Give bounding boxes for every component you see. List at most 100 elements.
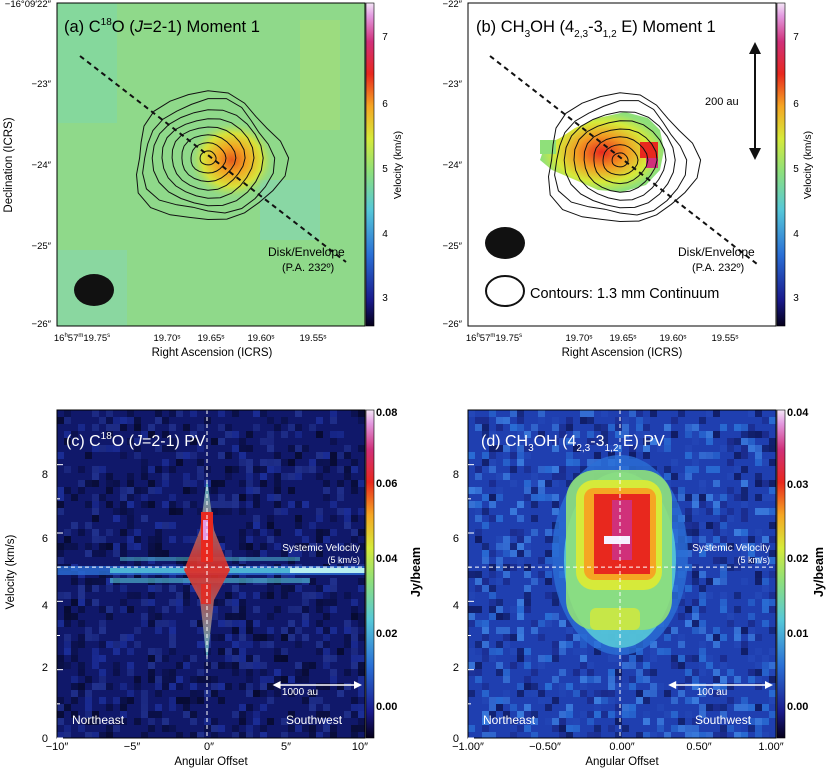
panel-c-noise-pixel: [71, 522, 78, 529]
panel-d-noise-pixel: [685, 508, 692, 515]
panel-d-noise-pixel: [524, 487, 531, 494]
panel-c-noise-pixel: [71, 683, 78, 690]
panel-c-noise-pixel: [113, 641, 120, 648]
panel-b-beam: [485, 227, 525, 259]
panel-d-noise-pixel: [552, 508, 559, 515]
panel-d-noise-pixel: [741, 536, 748, 543]
panel-c-noise-pixel: [134, 592, 141, 599]
panel-d-noise-pixel: [475, 536, 482, 543]
panel-d-noise-pixel: [545, 557, 552, 564]
panel-c-noise-pixel: [190, 718, 197, 725]
panel-d-noise-pixel: [615, 445, 622, 452]
panel-d-noise-pixel: [734, 452, 741, 459]
panel-d-noise-pixel: [769, 690, 776, 697]
panel-c-noise-pixel: [358, 655, 365, 662]
panel-c-noise-pixel: [267, 592, 274, 599]
panel-d-noise-pixel: [755, 725, 762, 732]
panel-c-noise-pixel: [260, 473, 267, 480]
panel-c-noise-pixel: [64, 529, 71, 536]
panel-d-noise-pixel: [755, 473, 762, 480]
panel-c-noise-pixel: [176, 683, 183, 690]
panel-d-noise-pixel: [657, 683, 664, 690]
panel-c-noise-pixel: [169, 508, 176, 515]
panel-b-frame: [467, 2, 777, 327]
panel-c-noise-pixel: [155, 487, 162, 494]
panel-c-noise-pixel: [120, 417, 127, 424]
panel-c-noise-pixel: [358, 410, 365, 417]
panel-d-noise-pixel: [580, 662, 587, 669]
panel-c-noise-pixel: [134, 445, 141, 452]
panel-c-noise-pixel: [309, 732, 316, 738]
panel-d-noise-pixel: [741, 704, 748, 711]
panel-c-noise-pixel: [78, 690, 85, 697]
panel-d-noise-pixel: [545, 613, 552, 620]
panel-c-noise-pixel: [85, 578, 92, 585]
panel-d-noise-pixel: [692, 501, 699, 508]
panel-d-noise-pixel: [650, 410, 657, 417]
panel-d: (d) CH3OH (42,3-31,2 E) PV Systemic Velo…: [452, 407, 826, 768]
panel-d-noise-pixel: [559, 718, 566, 725]
panel-c-noise-pixel: [113, 662, 120, 669]
panel-d-noise-pixel: [720, 522, 727, 529]
panel-d-noise-pixel: [650, 669, 657, 676]
panel-d-xlabel: Angular Offset: [585, 756, 659, 768]
panel-c-xtick: 0″: [204, 741, 214, 753]
panel-a-cbar-tick: 6: [382, 99, 388, 110]
panel-c-noise-pixel: [127, 648, 134, 655]
panel-c-noise-pixel: [190, 676, 197, 683]
panel-d-noise-pixel: [699, 683, 706, 690]
panel-d-noise-pixel: [517, 648, 524, 655]
panel-d-noise-pixel: [524, 655, 531, 662]
panel-c-noise-pixel: [267, 683, 274, 690]
panel-d-noise-pixel: [755, 452, 762, 459]
panel-d-noise-pixel: [587, 711, 594, 718]
panel-d-noise-pixel: [657, 725, 664, 732]
panel-b-ytick: −26″: [443, 319, 463, 330]
panel-c-noise-pixel: [344, 473, 351, 480]
panel-d-noise-pixel: [573, 732, 580, 738]
panel-d-noise-pixel: [524, 662, 531, 669]
panel-c-noise-pixel: [358, 529, 365, 536]
panel-d-noise-pixel: [517, 550, 524, 557]
panel-a-xtick: 19.70ˢ: [153, 333, 181, 344]
panel-d-noise-pixel: [769, 669, 776, 676]
panel-d-noise-pixel: [636, 445, 643, 452]
panel-d-noise-pixel: [720, 571, 727, 578]
panel-d-noise-pixel: [566, 683, 573, 690]
panel-c-noise-pixel: [253, 501, 260, 508]
panel-c-noise-pixel: [64, 662, 71, 669]
panel-d-noise-pixel: [699, 571, 706, 578]
panel-c-noise-pixel: [176, 508, 183, 515]
panel-d-noise-pixel: [587, 431, 594, 438]
panel-c-noise-pixel: [99, 417, 106, 424]
panel-d-noise-pixel: [636, 431, 643, 438]
panel-c-noise-pixel: [309, 459, 316, 466]
panel-c-noise-pixel: [218, 494, 225, 501]
panel-c-noise-pixel: [246, 501, 253, 508]
panel-a-contour: [151, 109, 264, 207]
panel-d-noise-pixel: [692, 466, 699, 473]
panel-d-noise-pixel: [482, 627, 489, 634]
panel-d-noise-pixel: [713, 704, 720, 711]
panel-b-title: (b) CH3OH (42,3-31,2 E) Moment 1: [476, 18, 716, 40]
panel-d-noise-pixel: [482, 417, 489, 424]
panel-c-noise-pixel: [253, 662, 260, 669]
panel-d-noise-pixel: [608, 452, 615, 459]
panel-d-noise-pixel: [468, 655, 475, 662]
panel-c-noise-pixel: [64, 438, 71, 445]
panel-d-noise-pixel: [559, 711, 566, 718]
panel-d-noise-pixel: [741, 550, 748, 557]
panel-c-noise-pixel: [225, 620, 232, 627]
panel-d-noise-pixel: [594, 452, 601, 459]
panel-c-noise-pixel: [162, 501, 169, 508]
panel-c-noise-pixel: [99, 578, 106, 585]
panel-c-noise-pixel: [64, 543, 71, 550]
panel-b-cbar-tick: 4: [793, 229, 799, 240]
panel-d-noise-pixel: [608, 690, 615, 697]
panel-c-noise-pixel: [106, 641, 113, 648]
panel-d-noise-pixel: [622, 417, 629, 424]
panel-d-noise-pixel: [699, 606, 706, 613]
panel-c-noise-pixel: [351, 613, 358, 620]
panel-b-cbar-tick: 5: [793, 164, 799, 175]
panel-c-noise-pixel: [246, 627, 253, 634]
